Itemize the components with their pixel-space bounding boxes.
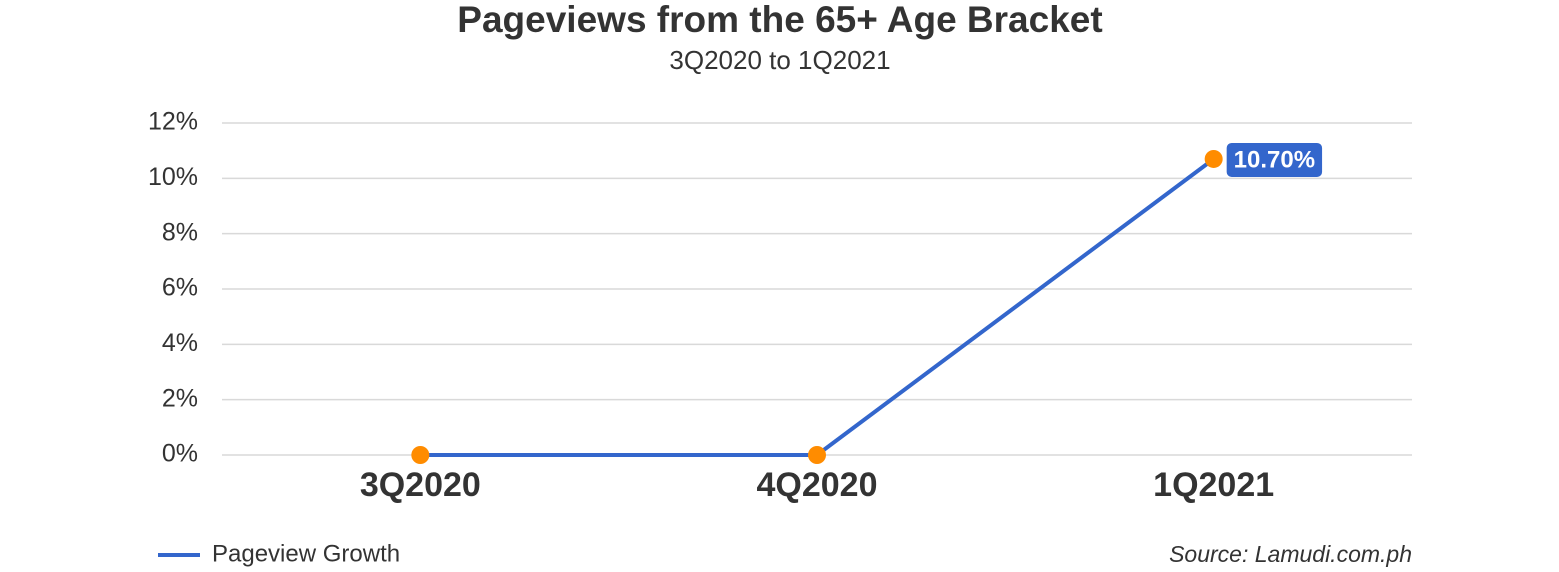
source: Source: Lamudi.com.ph bbox=[1169, 541, 1412, 567]
marker bbox=[1204, 149, 1223, 168]
x-tick-label: 4Q2020 bbox=[757, 466, 878, 504]
data-label-box bbox=[1226, 142, 1323, 177]
marker bbox=[411, 446, 430, 464]
x-tick-label: 1Q2021 bbox=[1153, 466, 1274, 504]
y-tick-label: 6% bbox=[162, 274, 198, 302]
chart-title: Pageviews from the 65+ Age Bracket bbox=[457, 0, 1102, 40]
y-tick-label: 12% bbox=[148, 108, 198, 136]
chart-subtitle: 3Q2020 to 1Q2021 bbox=[669, 45, 890, 75]
x-tick-label: 3Q2020 bbox=[360, 466, 481, 504]
marker bbox=[808, 446, 826, 464]
y-tick-label: 4% bbox=[162, 329, 198, 357]
y-tick-label: 8% bbox=[162, 218, 198, 246]
y-tick-label: 0% bbox=[162, 440, 198, 468]
data-label: 10.70% bbox=[1234, 146, 1315, 173]
y-tick-label: 2% bbox=[162, 384, 198, 412]
y-tick-label: 10% bbox=[148, 163, 198, 191]
line bbox=[420, 157, 1215, 457]
legend-label: Pageview Growth bbox=[212, 540, 400, 567]
